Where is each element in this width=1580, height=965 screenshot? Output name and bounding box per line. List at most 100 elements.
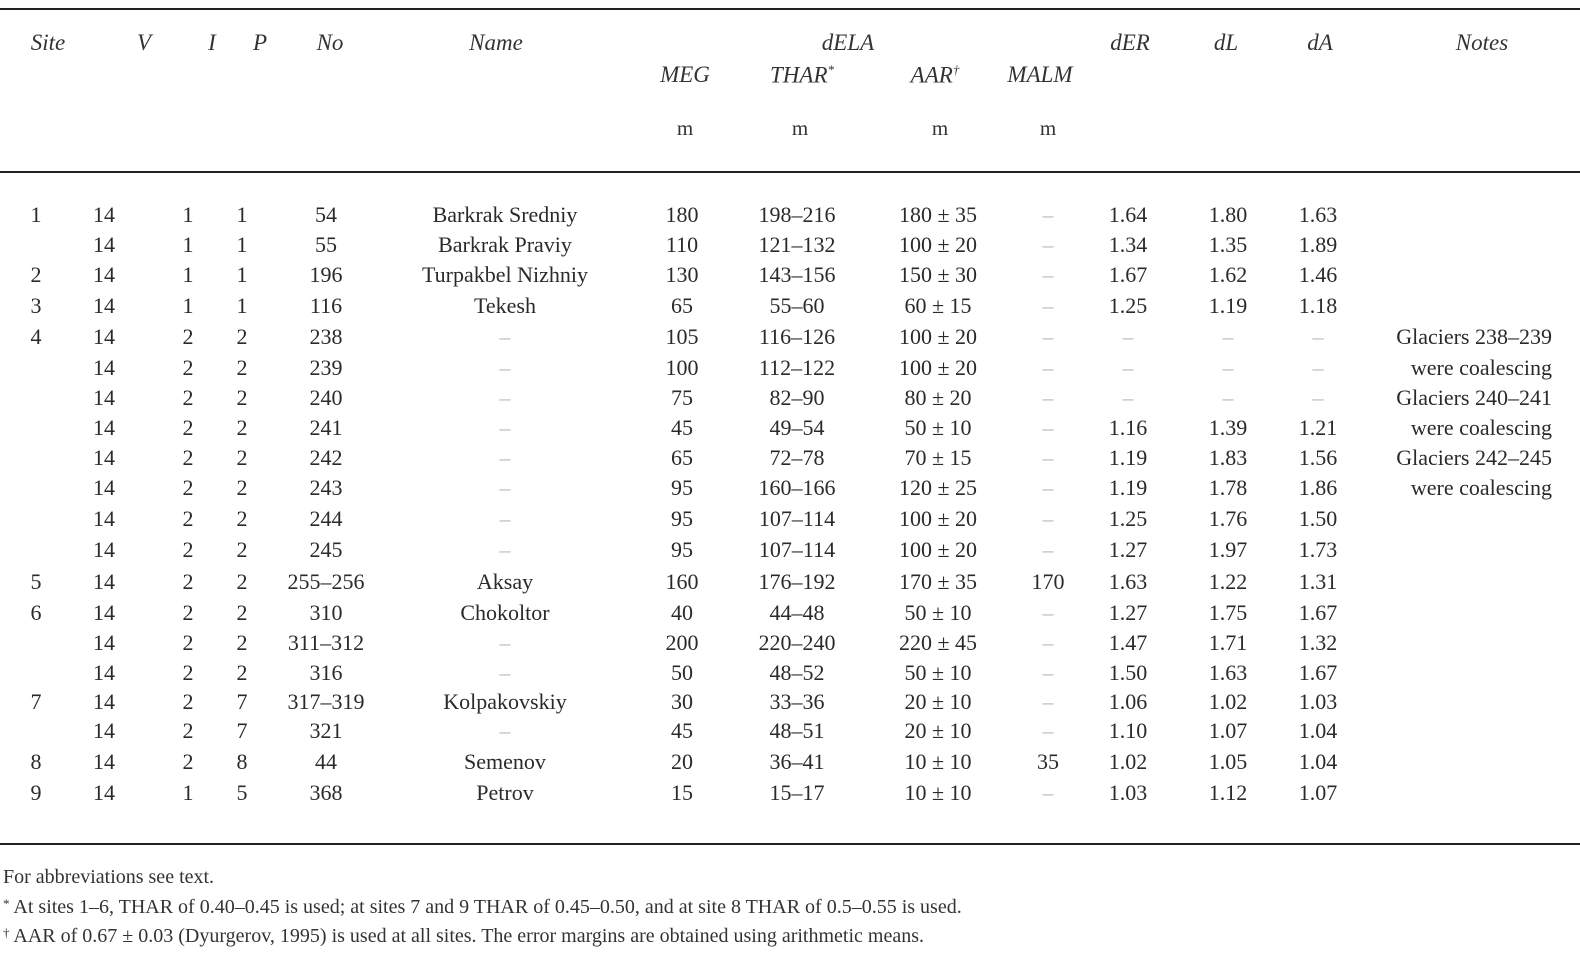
cell-thar: 72–78 [769, 445, 825, 470]
unit-meg: m [676, 116, 694, 140]
cell-der: 1.67 [1108, 262, 1148, 287]
cell-aar: 100 ± 20 [898, 324, 978, 349]
header-aar-text: AAR [910, 62, 953, 88]
header-aar: AAR† [911, 62, 960, 89]
cell-thar: 48–51 [769, 718, 825, 743]
cell-malm: – [1042, 630, 1054, 655]
cell-meg: 100 [665, 355, 699, 380]
table-row: 8 14 2 8 44 Semenov 20 36–41 10 ± 10 35 1.02 1.05 1.… [0, 747, 1580, 777]
cell-der: 1.63 [1108, 569, 1148, 594]
cell-da: 1.86 [1298, 475, 1338, 500]
cell-v: 14 [93, 202, 115, 227]
cell-site: 1 [30, 202, 42, 227]
cell-der: 1.27 [1108, 600, 1148, 625]
cell-i: 1 [182, 232, 194, 257]
cell-thar: 143–156 [758, 262, 836, 287]
cell-da: 1.63 [1298, 202, 1338, 227]
cell-malm: – [1042, 506, 1054, 531]
cell-note: Glaciers 238–239 [1396, 324, 1552, 349]
cell-malm: – [1042, 324, 1054, 349]
cell-no: 54 [315, 202, 337, 227]
cell-der: 1.19 [1108, 445, 1148, 470]
cell-der: – [1122, 324, 1134, 349]
cell-thar: 55–60 [769, 293, 825, 318]
table-row: 14 2 2 311–312 – 200 220–240 220 ± 45 – 1.47 1.71 1… [0, 628, 1580, 658]
cell-dl: 1.12 [1208, 780, 1248, 805]
cell-meg: 50 [671, 660, 693, 685]
table-row: 4 14 2 2 238 – 105 116–126 100 ± 20 – – – – Glaciers … [0, 322, 1580, 352]
cell-aar: 10 ± 10 [904, 749, 972, 774]
cell-p: 1 [236, 202, 248, 227]
header-dl: dL [1213, 30, 1239, 55]
cell-v: 14 [93, 232, 115, 257]
header-aar-mark: † [952, 62, 960, 77]
cell-malm: – [1042, 385, 1054, 410]
cell-malm: – [1042, 355, 1054, 380]
cell-no: 316 [309, 660, 343, 685]
cell-thar: 82–90 [769, 385, 825, 410]
cell-thar: 176–192 [758, 569, 836, 594]
cell-meg: 15 [671, 780, 693, 805]
cell-no: 116 [309, 293, 343, 318]
cell-aar: 70 ± 15 [904, 445, 972, 470]
cell-site: 9 [30, 780, 42, 805]
footnote-aar-text: AAR of 0.67 ± 0.03 (Dyurgerov, 1995) is … [13, 925, 925, 947]
table-header-rule [0, 171, 1580, 173]
cell-no: 196 [309, 262, 343, 287]
cell-name: – [499, 324, 511, 349]
cell-aar: 50 ± 10 [904, 600, 972, 625]
cell-i: 2 [182, 718, 194, 743]
table-top-rule [0, 8, 1580, 10]
cell-i: 2 [182, 475, 194, 500]
cell-i: 2 [182, 324, 194, 349]
cell-p: 2 [236, 569, 248, 594]
cell-dl: 1.75 [1208, 600, 1248, 625]
footnote-thar-mark: * [3, 896, 10, 911]
cell-dl: 1.02 [1208, 689, 1248, 714]
cell-v: 14 [93, 262, 115, 287]
cell-aar: 80 ± 20 [904, 385, 972, 410]
cell-malm: – [1042, 293, 1054, 318]
cell-da: 1.21 [1298, 415, 1338, 440]
header-no: No [316, 30, 344, 55]
cell-site: 5 [30, 569, 42, 594]
cell-da: 1.04 [1298, 749, 1338, 774]
cell-p: 2 [236, 600, 248, 625]
cell-no: 242 [309, 445, 343, 470]
table-row: 14 2 2 245 – 95 107–114 100 ± 20 – 1.27 1.97 1.73 [0, 535, 1580, 565]
cell-no: 310 [309, 600, 343, 625]
cell-meg: 105 [665, 324, 699, 349]
cell-meg: 65 [671, 293, 693, 318]
cell-da: – [1312, 385, 1324, 410]
cell-site: 7 [30, 689, 42, 714]
cell-name: Barkrak Praviy [438, 232, 572, 257]
cell-aar: 100 ± 20 [898, 232, 978, 257]
cell-name: – [499, 475, 511, 500]
cell-da: 1.67 [1298, 600, 1338, 625]
cell-no: 321 [309, 718, 343, 743]
cell-der: 1.34 [1108, 232, 1148, 257]
cell-note: Glaciers 242–245 [1396, 445, 1552, 470]
cell-thar: 198–216 [758, 202, 836, 227]
cell-p: 2 [236, 445, 248, 470]
cell-i: 1 [182, 780, 194, 805]
cell-i: 2 [182, 660, 194, 685]
cell-aar: 100 ± 20 [898, 355, 978, 380]
cell-i: 2 [182, 630, 194, 655]
cell-thar: 220–240 [758, 630, 836, 655]
cell-meg: 95 [671, 506, 693, 531]
cell-thar: 15–17 [769, 780, 825, 805]
cell-aar: 100 ± 20 [898, 506, 978, 531]
cell-i: 2 [182, 600, 194, 625]
cell-malm: – [1042, 475, 1054, 500]
cell-no: 44 [315, 749, 337, 774]
cell-name: Kolpakovskiy [443, 689, 567, 714]
cell-thar: 48–52 [769, 660, 825, 685]
cell-dl: 1.22 [1208, 569, 1248, 594]
cell-p: 5 [236, 780, 248, 805]
cell-i: 2 [182, 689, 194, 714]
table-row: 14 2 2 244 – 95 107–114 100 ± 20 – 1.25 1.76 1.50 [0, 504, 1580, 534]
cell-thar: 33–36 [769, 689, 825, 714]
header-site: Site [30, 30, 66, 55]
cell-name: Barkrak Sredniy [432, 202, 578, 227]
